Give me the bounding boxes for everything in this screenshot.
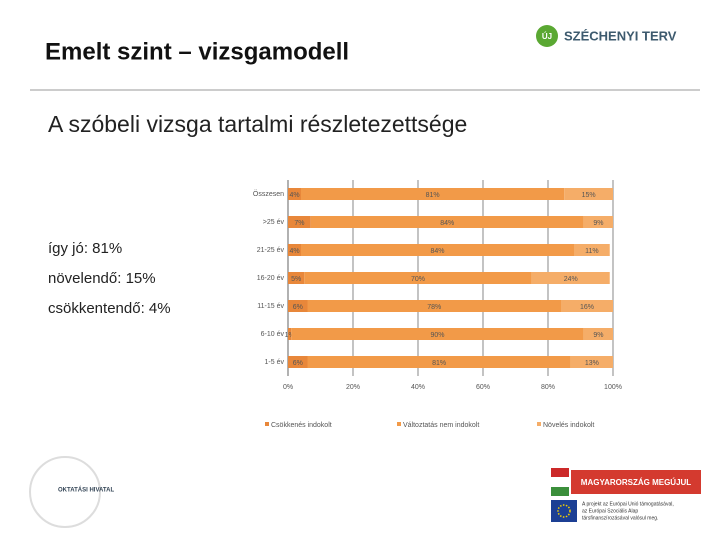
value-label: 24% xyxy=(564,276,578,283)
bar-segment xyxy=(564,188,613,200)
value-label: 11% xyxy=(585,248,599,255)
eu-flag xyxy=(551,500,577,522)
subtitle: A szóbeli vizsga tartalmi részletezettsé… xyxy=(48,111,467,137)
bar-segment xyxy=(288,328,292,340)
x-tick-label: 60% xyxy=(476,384,490,391)
value-label: 1% xyxy=(285,332,295,339)
bar-segment xyxy=(288,244,301,256)
legend-label: Változtatás nem indokolt xyxy=(403,422,479,429)
value-label: 70% xyxy=(411,276,425,283)
flag xyxy=(551,477,569,487)
banner-text: MAGYARORSZÁG MEGÚJUL xyxy=(581,478,691,487)
eu-stars xyxy=(557,504,571,518)
x-tick-label: 20% xyxy=(346,384,360,391)
y-tick-label: 1-5 év xyxy=(265,359,285,366)
y-tick-label: 6-10 év xyxy=(261,331,285,338)
value-label: 7% xyxy=(294,220,304,227)
logo-mark: ÚJ xyxy=(542,32,552,41)
value-label: 6% xyxy=(293,360,303,367)
legend-label: Növelés indokolt xyxy=(543,422,594,429)
eu-text: az Európai Szociális Alap xyxy=(582,508,638,514)
bar-segment xyxy=(301,244,574,256)
legend-swatch xyxy=(265,422,269,426)
y-tick-label: 16-20 év xyxy=(257,275,285,282)
footer-circle xyxy=(29,456,101,528)
bar-segment xyxy=(583,328,613,340)
bar-segment xyxy=(574,244,610,256)
value-label: 16% xyxy=(580,304,594,311)
slide-title: Emelt szint – vizsgamodell xyxy=(45,38,349,65)
y-tick-label: >25 év xyxy=(263,219,285,226)
eu-text: A projekt az Európai Unió támogatásával, xyxy=(582,501,674,507)
legend-swatch xyxy=(537,422,541,426)
summary-line: csökkentendő: 4% xyxy=(48,300,171,317)
bar-segment xyxy=(561,300,613,312)
value-label: 78% xyxy=(427,304,441,311)
banner xyxy=(571,470,701,494)
summary-line: így jó: 81% xyxy=(48,240,122,257)
value-label: 90% xyxy=(430,332,444,339)
y-tick-label: Összesen xyxy=(253,190,284,198)
bar-segment xyxy=(288,188,301,200)
legend-label: Csökkenés indokolt xyxy=(271,422,332,429)
value-label: 5% xyxy=(291,276,301,283)
y-tick-label: 11-15 év xyxy=(257,303,284,310)
flag xyxy=(551,487,569,496)
summary-line: növelendő: 15% xyxy=(48,270,156,287)
value-label: 4% xyxy=(289,192,299,199)
bar-segment xyxy=(288,300,308,312)
bar-segment xyxy=(310,216,584,228)
bar-segment xyxy=(304,272,532,284)
bar-segment xyxy=(583,216,613,228)
value-label: 84% xyxy=(430,248,444,255)
value-label: 84% xyxy=(440,220,454,227)
value-label: 81% xyxy=(432,360,446,367)
eu-text: társfinanszírozásával valósul meg. xyxy=(582,515,658,521)
bar-segment xyxy=(307,300,561,312)
y-tick-label: 21-25 év xyxy=(257,247,285,254)
bar-segment xyxy=(288,272,305,284)
bar-segment xyxy=(570,356,613,368)
bar-segment xyxy=(288,216,311,228)
logo-icon xyxy=(536,25,558,47)
legend-swatch xyxy=(397,422,401,426)
footer-left: OKTATÁSI HIVATAL xyxy=(58,487,114,494)
x-tick-label: 80% xyxy=(541,384,555,391)
bar-segment xyxy=(307,356,571,368)
bar-segment xyxy=(288,356,308,368)
value-label: 9% xyxy=(593,332,603,339)
bar-segment xyxy=(531,272,610,284)
x-tick-label: 100% xyxy=(604,384,622,391)
value-label: 13% xyxy=(585,360,599,367)
x-tick-label: 40% xyxy=(411,384,425,391)
value-label: 15% xyxy=(582,192,596,199)
bar-segment xyxy=(291,328,584,340)
x-tick-label: 0% xyxy=(283,384,293,391)
value-label: 4% xyxy=(289,248,299,255)
value-label: 9% xyxy=(593,220,603,227)
bar-segment xyxy=(301,188,565,200)
value-label: 81% xyxy=(426,192,440,199)
value-label: 6% xyxy=(293,304,303,311)
logo-text: SZÉCHENYI TERV xyxy=(564,28,677,43)
